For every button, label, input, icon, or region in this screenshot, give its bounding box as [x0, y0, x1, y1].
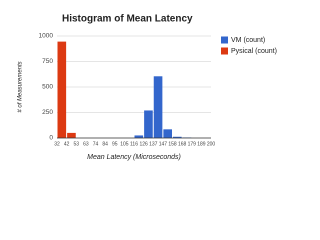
bar [67, 132, 76, 138]
x-tick-label: 179 [188, 141, 197, 147]
x-tick-label: 189 [197, 141, 206, 147]
x-tick-label: 137 [149, 141, 158, 147]
bar [134, 135, 144, 138]
bar [144, 110, 153, 138]
y-tick-label: 1000 [39, 33, 54, 40]
legend-label: Pysical (count) [231, 48, 277, 55]
legend-swatch [221, 47, 228, 55]
y-tick-label: 250 [42, 109, 53, 116]
bar [173, 136, 182, 138]
y-tick-label: 0 [49, 135, 53, 142]
x-tick-label: 53 [73, 141, 79, 147]
page: {"chart_data": {"type": "histogram", "ti… [17, 13, 277, 161]
x-tick-label: 32 [54, 141, 60, 147]
chart: Histogram of Mean Latency Mean Latency (… [18, 14, 277, 161]
x-tick-label: 200 [207, 141, 216, 147]
x-tick-label: 147 [159, 141, 168, 147]
bar [57, 41, 67, 138]
y-tick-label: 750 [42, 58, 53, 65]
x-tick-label: 63 [83, 141, 89, 147]
x-tick-label: 74 [93, 141, 99, 147]
x-tick-label: 95 [112, 141, 118, 147]
x-tick-label: 105 [120, 141, 129, 147]
y-tick-label: 500 [42, 84, 53, 91]
x-tick-label: 126 [139, 141, 148, 147]
x-tick-label: 84 [102, 141, 108, 147]
x-tick-label: 158 [168, 141, 177, 147]
x-tick-label: 116 [130, 141, 138, 147]
legend-label: VM (count) [231, 37, 265, 44]
x-axis-label: Mean Latency (Microseconds) [87, 154, 181, 161]
bar [153, 76, 163, 138]
x-tick-label: 168 [178, 141, 187, 147]
legend-swatch [221, 36, 228, 44]
y-axis-label: # of Measurements [18, 61, 24, 112]
chart-title: Histogram of Mean Latency [62, 14, 193, 25]
x-tick-label: 42 [64, 141, 70, 147]
bar [163, 129, 172, 138]
